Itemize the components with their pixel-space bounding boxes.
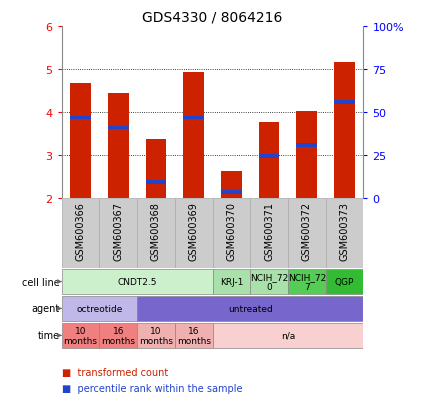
Bar	[334, 101, 355, 104]
Bar	[175, 323, 212, 348]
Bar	[212, 198, 250, 268]
Text: GSM600369: GSM600369	[189, 202, 198, 261]
Text: 16
months: 16 months	[101, 326, 135, 345]
Bar	[296, 111, 317, 198]
Text: GSM600370: GSM600370	[227, 202, 236, 261]
Bar	[250, 198, 288, 268]
Text: n/a: n/a	[281, 331, 295, 340]
Bar	[62, 297, 137, 321]
Text: 10
months: 10 months	[63, 326, 97, 345]
Bar	[221, 171, 242, 198]
Text: octreotide: octreotide	[76, 304, 122, 313]
Text: KRJ-1: KRJ-1	[220, 278, 243, 286]
Bar	[288, 198, 326, 268]
Text: untreated: untreated	[228, 304, 272, 313]
Bar	[62, 323, 99, 348]
Bar	[296, 144, 317, 147]
Title: GDS4330 / 8064216: GDS4330 / 8064216	[142, 10, 283, 24]
Text: agent: agent	[31, 304, 60, 314]
Bar	[99, 323, 137, 348]
Bar	[62, 270, 212, 294]
Bar	[221, 191, 242, 195]
Bar	[70, 116, 91, 120]
Text: GSM600372: GSM600372	[302, 202, 312, 261]
Text: time: time	[38, 330, 60, 341]
Text: GSM600373: GSM600373	[340, 202, 349, 261]
Bar	[326, 198, 363, 268]
Bar	[326, 270, 363, 294]
Text: cell line: cell line	[22, 277, 60, 287]
Bar	[145, 180, 166, 184]
Bar	[334, 62, 355, 198]
Bar	[137, 297, 363, 321]
Text: GSM600371: GSM600371	[264, 202, 274, 261]
Bar	[212, 323, 363, 348]
Bar	[137, 323, 175, 348]
Text: CNDT2.5: CNDT2.5	[117, 278, 157, 286]
Text: GSM600368: GSM600368	[151, 202, 161, 261]
Bar	[288, 270, 326, 294]
Bar	[62, 198, 99, 268]
Text: NCIH_72
0: NCIH_72 0	[250, 272, 288, 292]
Text: NCIH_72
7: NCIH_72 7	[288, 272, 326, 292]
Bar	[183, 73, 204, 198]
Bar	[70, 84, 91, 198]
Text: 10
months: 10 months	[139, 326, 173, 345]
Bar	[183, 116, 204, 120]
Bar	[259, 155, 280, 159]
Text: ■  transformed count: ■ transformed count	[62, 368, 168, 377]
Text: GSM600366: GSM600366	[76, 202, 85, 261]
Text: QGP: QGP	[335, 278, 354, 286]
Bar	[99, 198, 137, 268]
Bar	[259, 122, 280, 198]
Bar	[250, 270, 288, 294]
Bar	[108, 127, 129, 130]
Text: GSM600367: GSM600367	[113, 202, 123, 261]
Bar	[212, 270, 250, 294]
Text: 16
months: 16 months	[177, 326, 211, 345]
Bar	[145, 140, 166, 198]
Bar	[137, 198, 175, 268]
Bar	[175, 198, 212, 268]
Bar	[108, 94, 129, 198]
Text: ■  percentile rank within the sample: ■ percentile rank within the sample	[62, 383, 242, 393]
